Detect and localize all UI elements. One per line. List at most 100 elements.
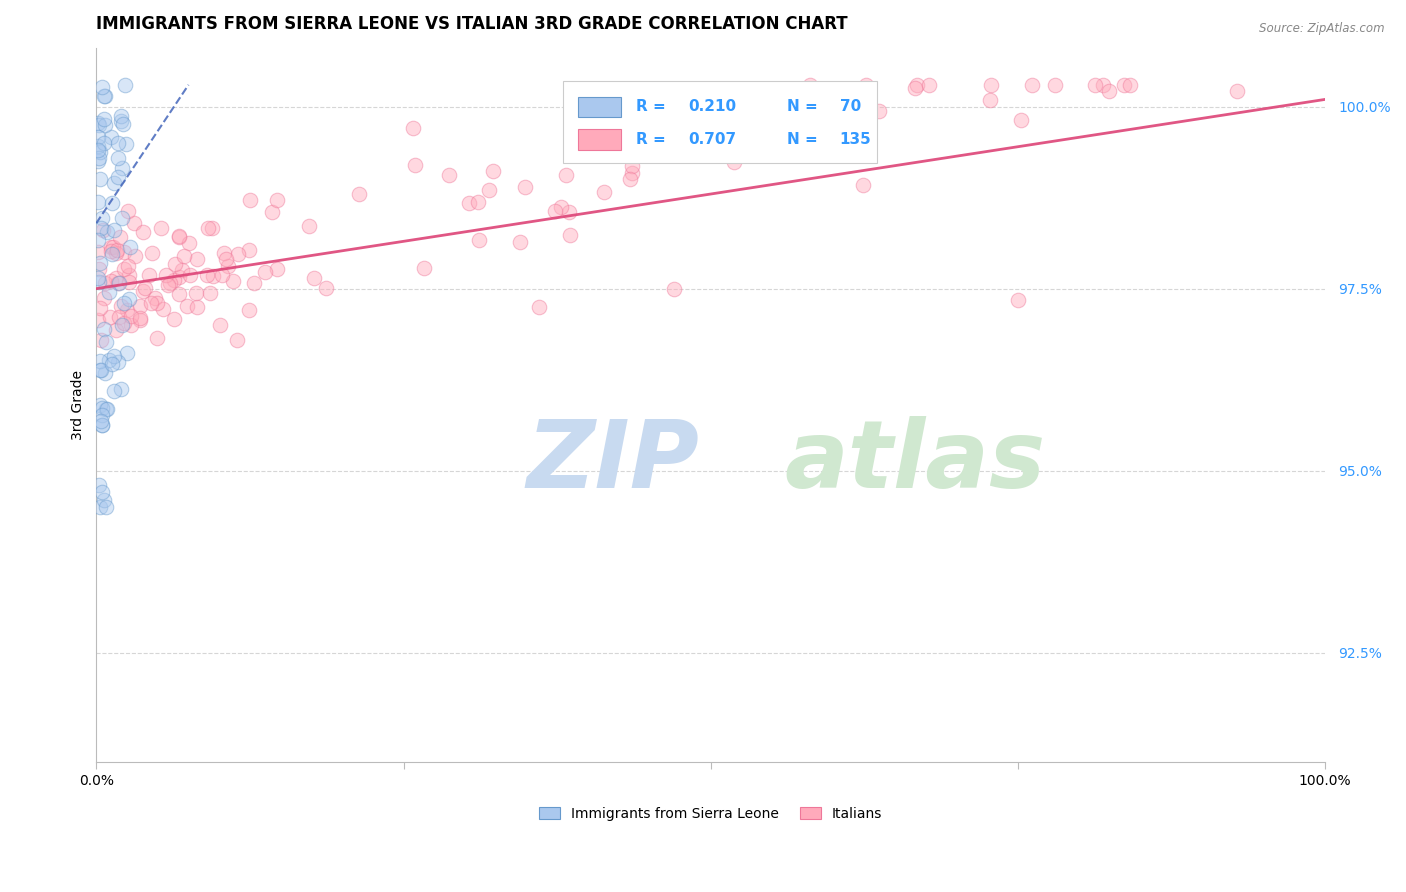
Point [211, 268, 233, 283]
Point [775, 120, 797, 135]
Point [1043, 78, 1066, 92]
Point [146, 331, 169, 345]
Point [129, 310, 152, 325]
Point [89, 354, 111, 368]
Point [101, 247, 124, 261]
Point [169, 269, 191, 284]
Point [238, 244, 260, 258]
Point [117, 203, 139, 218]
Point [122, 215, 145, 229]
Point [91, 401, 114, 415]
Point [93, 366, 115, 380]
Point [134, 281, 156, 295]
Text: Source: ZipAtlas.com: Source: ZipAtlas.com [1260, 22, 1385, 36]
Point [94, 276, 117, 290]
Point [101, 357, 124, 371]
Point [108, 229, 131, 244]
Point [107, 276, 129, 290]
Point [120, 309, 142, 323]
Point [86, 116, 108, 130]
Point [118, 292, 141, 306]
Point [104, 323, 127, 337]
Point [103, 384, 125, 398]
Text: IMMIGRANTS FROM SIERRA LEONE VS ITALIAN 3RD GRADE CORRELATION CHART: IMMIGRANTS FROM SIERRA LEONE VS ITALIAN … [97, 15, 848, 33]
Point [91, 417, 114, 432]
Point [103, 240, 125, 254]
Point [167, 287, 190, 301]
Point [89, 398, 111, 412]
Point [217, 259, 239, 273]
Point [86, 153, 108, 168]
Point [100, 244, 122, 258]
Point [262, 205, 284, 219]
Text: R =: R = [636, 99, 671, 114]
Point [184, 286, 207, 301]
Point [212, 246, 235, 260]
Point [186, 300, 208, 314]
Point [165, 257, 187, 271]
Point [868, 104, 890, 119]
Point [87, 194, 110, 209]
Point [98, 310, 121, 325]
Point [799, 78, 821, 92]
Point [90, 363, 112, 377]
Point [905, 78, 928, 92]
Point [93, 118, 115, 132]
Point [172, 263, 194, 277]
Point [621, 159, 644, 173]
Point [107, 136, 129, 150]
Point [129, 313, 152, 327]
Point [93, 322, 115, 336]
FancyBboxPatch shape [578, 96, 621, 117]
Point [118, 268, 141, 282]
Point [115, 137, 138, 152]
Point [239, 193, 262, 207]
Point [404, 158, 426, 172]
Point [176, 299, 198, 313]
Point [87, 313, 110, 327]
Point [91, 485, 114, 500]
Y-axis label: 3rd Grade: 3rd Grade [72, 370, 86, 440]
Point [96, 225, 118, 239]
Point [139, 295, 162, 310]
Point [467, 233, 489, 247]
Point [89, 256, 111, 270]
Point [129, 299, 152, 313]
Point [527, 300, 550, 314]
Point [93, 112, 115, 126]
Point [298, 219, 321, 233]
Point [738, 96, 761, 111]
Point [110, 114, 132, 128]
Point [103, 349, 125, 363]
Point [112, 261, 135, 276]
Point [1114, 78, 1136, 92]
Point [215, 252, 238, 266]
Point [103, 176, 125, 190]
Point [197, 221, 219, 235]
Point [402, 121, 425, 136]
Point [1092, 78, 1115, 92]
FancyBboxPatch shape [578, 129, 621, 150]
Point [226, 333, 249, 347]
Point [91, 223, 114, 237]
Point [201, 269, 224, 284]
Point [159, 277, 181, 291]
Point [186, 252, 208, 266]
Point [558, 204, 581, 219]
Point [120, 240, 142, 254]
Point [107, 355, 129, 369]
Point [86, 244, 108, 259]
Point [110, 211, 132, 226]
Text: 0.210: 0.210 [689, 99, 737, 114]
Point [89, 500, 111, 514]
Point [825, 126, 848, 140]
Point [141, 245, 163, 260]
Point [89, 301, 111, 315]
Point [114, 78, 136, 92]
Text: N =: N = [787, 132, 823, 147]
Point [89, 363, 111, 377]
Point [110, 109, 132, 123]
Point [543, 204, 565, 219]
Point [87, 143, 110, 157]
Point [87, 118, 110, 132]
